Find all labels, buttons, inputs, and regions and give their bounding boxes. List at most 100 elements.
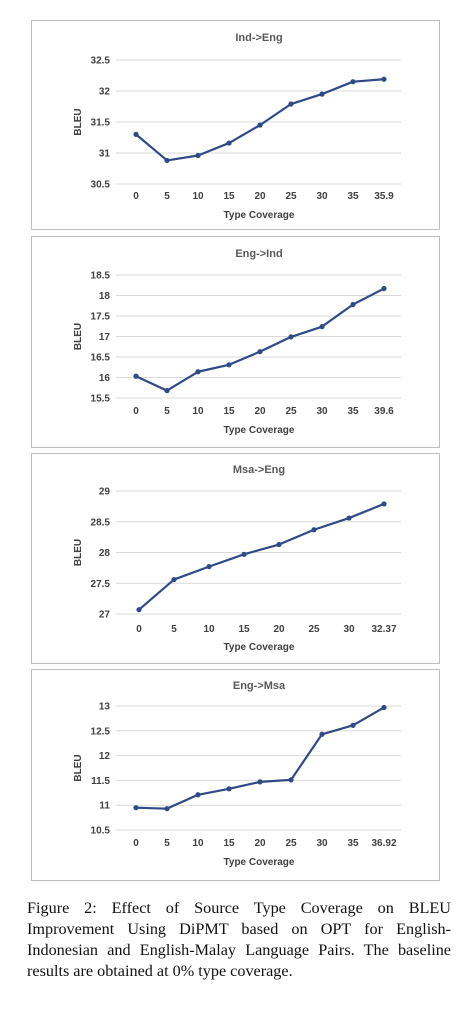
series-line xyxy=(135,287,385,392)
data-point xyxy=(381,76,387,82)
data-point xyxy=(350,722,356,728)
x-axis-label: Type Coverage xyxy=(224,857,295,868)
x-tick-label: 25 xyxy=(285,406,297,417)
chart-panel-msa-eng: 27 27.5 28 28.5 29 0 5 10 15 20 25 30 32.37 Msa->Eng T… xyxy=(31,453,440,664)
y-tick-label: 31 xyxy=(99,149,111,160)
chart-svg-eng-ind: 15.5 16 16.5 17 17.5 18 18.5 0 5 10 15 20 25 30 35 39.6… xyxy=(73,248,401,436)
data-point xyxy=(288,334,294,340)
x-tick-label: 20 xyxy=(254,406,266,417)
x-tick-label: 5 xyxy=(164,406,170,417)
x-tick-label: 10 xyxy=(192,406,204,417)
series-line xyxy=(135,706,385,810)
x-tick-label: 0 xyxy=(133,406,139,417)
x-tick-label: 30 xyxy=(316,191,328,202)
data-point xyxy=(350,301,356,308)
data-point xyxy=(288,777,294,783)
x-tick-label: 32.37 xyxy=(371,624,396,635)
data-point xyxy=(288,101,294,107)
x-tick-label: 25 xyxy=(308,624,320,635)
y-axis-label: BLEU xyxy=(73,323,84,350)
data-point xyxy=(346,515,352,521)
data-point xyxy=(164,388,170,394)
x-tick-label: 10 xyxy=(192,191,204,202)
data-point xyxy=(133,131,139,137)
x-axis-label: Type Coverage xyxy=(224,642,295,653)
y-tick-label: 17 xyxy=(99,332,111,343)
data-point xyxy=(311,527,317,533)
x-tick-label: 25 xyxy=(285,838,297,849)
x-tick-label: 35 xyxy=(347,191,359,202)
x-tick-label: 36.92 xyxy=(371,838,396,849)
x-tick-label: 20 xyxy=(254,191,266,202)
x-tick-label: 15 xyxy=(223,838,235,849)
x-tick-label: 15 xyxy=(223,406,235,417)
data-point xyxy=(195,792,201,798)
y-tick-label: 27 xyxy=(99,610,111,621)
x-tick-label: 5 xyxy=(171,624,177,635)
data-point xyxy=(226,362,232,368)
y-axis-label: BLEU xyxy=(73,108,84,135)
data-point xyxy=(133,805,139,811)
data-point xyxy=(381,285,387,292)
data-point xyxy=(350,79,356,85)
y-tick-label: 12 xyxy=(99,751,111,762)
y-tick-label: 13 xyxy=(99,702,111,713)
y-tick-label: 18.5 xyxy=(91,271,111,282)
y-tick-label: 32.5 xyxy=(91,56,111,67)
data-point xyxy=(319,324,325,330)
data-point xyxy=(381,704,387,711)
y-tick-label: 12.5 xyxy=(91,726,111,737)
data-point xyxy=(319,91,325,97)
y-tick-label: 29 xyxy=(99,487,111,498)
y-axis-label: BLEU xyxy=(73,539,84,566)
data-point xyxy=(241,551,247,557)
x-tick-label: 30 xyxy=(316,838,328,849)
data-point xyxy=(133,373,139,379)
figure-caption: Figure 2: Effect of Source Type Coverage… xyxy=(27,899,451,980)
x-tick-label: 35 xyxy=(347,838,359,849)
chart-title: Eng->Ind xyxy=(235,248,282,260)
data-point xyxy=(257,122,263,128)
chart-panel-eng-msa: 10.5 11 11.5 12 12.5 13 0 5 10 15 20 25 30 35 36.92 Eng… xyxy=(31,669,440,881)
y-tick-label: 28.5 xyxy=(91,517,111,528)
x-tick-label: 5 xyxy=(164,191,170,202)
y-tick-label: 30.5 xyxy=(91,180,111,191)
chart-svg-msa-eng: 27 27.5 28 28.5 29 0 5 10 15 20 25 30 32.37 Msa->Eng T… xyxy=(73,464,401,653)
y-tick-label: 15.5 xyxy=(91,394,111,405)
x-axis-label: Type Coverage xyxy=(224,425,295,436)
y-tick-label: 18 xyxy=(99,291,111,302)
data-point xyxy=(195,369,201,375)
x-tick-label: 20 xyxy=(254,838,266,849)
x-tick-label: 15 xyxy=(238,624,250,635)
y-tick-label: 17.5 xyxy=(91,312,111,323)
data-point xyxy=(381,501,387,507)
data-point xyxy=(171,576,177,583)
y-tick-label: 32 xyxy=(99,87,111,98)
data-point xyxy=(195,152,201,159)
data-point xyxy=(164,806,170,812)
y-tick-label: 11 xyxy=(99,801,110,812)
x-tick-label: 0 xyxy=(136,624,142,635)
data-point xyxy=(276,541,282,548)
data-point xyxy=(226,786,232,792)
data-point xyxy=(226,140,232,146)
chart-panel-ind-eng: 30.5 31 31.5 32 32.5 0 5 10 15 20 25 30 35 35.9 Ind->E… xyxy=(31,20,440,230)
chart-title: Ind->Eng xyxy=(235,32,282,44)
chart-title: Eng->Msa xyxy=(233,680,286,692)
x-axis-label: Type Coverage xyxy=(224,210,295,221)
x-tick-label: 20 xyxy=(273,624,285,635)
chart-panel-eng-ind: 15.5 16 16.5 17 17.5 18 18.5 0 5 10 15 20 25 30 35 39.6… xyxy=(31,236,440,448)
x-tick-label: 39.6 xyxy=(374,406,394,417)
y-axis-label: BLEU xyxy=(73,754,84,781)
x-tick-label: 5 xyxy=(164,838,170,849)
y-tick-label: 11.5 xyxy=(91,776,110,787)
y-tick-label: 10.5 xyxy=(91,826,111,837)
data-point xyxy=(136,607,142,613)
series-line xyxy=(138,502,385,611)
x-tick-label: 25 xyxy=(285,191,297,202)
x-tick-label: 10 xyxy=(192,838,204,849)
x-tick-label: 10 xyxy=(203,624,215,635)
data-point xyxy=(164,157,170,164)
data-point xyxy=(257,349,263,355)
x-tick-label: 0 xyxy=(133,191,139,202)
